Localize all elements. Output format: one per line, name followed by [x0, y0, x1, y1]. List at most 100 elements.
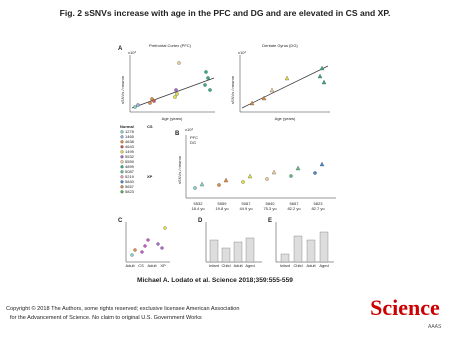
x-label: Age (years) — [275, 116, 296, 121]
axis — [129, 55, 215, 113]
legend-id: 5657 — [125, 184, 135, 189]
category: Child — [221, 263, 230, 268]
trend — [131, 77, 215, 109]
sample-id: 5532 — [194, 201, 204, 206]
legend-swatch — [120, 185, 124, 189]
sample-age: 44.9 yo — [239, 206, 253, 211]
dot — [289, 174, 293, 178]
sample-id: 5823 — [314, 201, 324, 206]
sample-id: 5657 — [290, 201, 300, 206]
sample-id: 5087 — [242, 201, 252, 206]
dot — [223, 177, 229, 183]
citation: Michael A. Lodato et al. Science 2018;35… — [137, 277, 293, 284]
category: Adult — [233, 263, 243, 268]
legend-id: 5559 — [125, 159, 135, 164]
category: Aged — [319, 263, 328, 268]
sample-age: 82.2 yo — [287, 206, 301, 211]
legend-id: 5532 — [125, 154, 135, 159]
axis — [125, 222, 170, 263]
title: Fig. 2 sSNVs increase with age in the PF… — [60, 8, 391, 18]
legend-swatch — [120, 140, 124, 144]
legend-swatch — [120, 180, 124, 184]
dot — [247, 173, 253, 179]
sample-age: 75.3 yo — [263, 206, 277, 211]
legend-swatch — [120, 190, 124, 194]
legend-swatch — [120, 160, 124, 164]
x-label: Age (years) — [162, 116, 183, 121]
sample-age: 18.4 yo — [191, 206, 205, 211]
dot — [193, 186, 197, 190]
panel-label: B — [175, 131, 180, 137]
legend-id: 5823 — [125, 189, 135, 194]
y-label: sSNVs / neuron — [120, 76, 125, 104]
legend: 1278146546384643149955325559489950875219… — [120, 129, 135, 194]
scale: x10³ — [128, 50, 136, 55]
legend-swatch — [120, 175, 124, 179]
legend-swatch — [120, 145, 124, 149]
legend-id: 5219 — [125, 174, 135, 179]
category: Adult — [306, 263, 316, 268]
dot — [271, 169, 277, 175]
logo-org: AAAS — [428, 324, 442, 330]
legend-id: 1465 — [125, 134, 135, 139]
dot — [217, 183, 221, 187]
dot — [265, 177, 269, 181]
legend-text: DG — [190, 140, 196, 145]
y-label: sSNVs / neuron — [177, 156, 182, 184]
dot — [319, 161, 325, 167]
dot — [241, 180, 245, 184]
copyright: Copyright © 2018 The Authors, some right… — [6, 305, 239, 312]
logo: Science — [370, 295, 440, 320]
category: XP — [160, 263, 166, 268]
categories: Adult CS Adult XP Infant Child Adult Aged Infant… — [125, 263, 328, 268]
legend-swatch — [120, 165, 124, 169]
axis — [185, 135, 336, 199]
bars — [209, 231, 329, 263]
legend-id: 1278 — [125, 129, 135, 134]
panel-label: E — [268, 218, 272, 224]
category: Adult — [125, 263, 135, 268]
sample-age: 82.7 yo — [311, 206, 325, 211]
dot — [313, 171, 317, 175]
panel-title: Dentate Gyrus (DG) — [262, 43, 298, 48]
sample-id: 5559 — [218, 201, 228, 206]
dot — [295, 165, 301, 171]
legend-id: 5840 — [125, 179, 135, 184]
legend-swatch — [120, 130, 124, 134]
copyright: for the Advancement of Science. No claim… — [10, 315, 202, 321]
legend-id: 1499 — [125, 149, 135, 154]
panel-label: C — [118, 218, 123, 224]
category: Infant — [280, 263, 291, 268]
panel-label: D — [198, 218, 203, 224]
legend-id: 4638 — [125, 139, 135, 144]
legend-id: 4643 — [125, 144, 135, 149]
sample-age: 19.8 yo — [215, 206, 229, 211]
category: Aged — [245, 263, 254, 268]
legend-heading: XP — [147, 174, 153, 179]
scale: x10³ — [185, 127, 193, 132]
scale: x10³ — [238, 50, 246, 55]
legend-heading: Normal — [120, 124, 134, 129]
legend-id: 4899 — [125, 164, 135, 169]
sample-id: 5840 — [266, 201, 276, 206]
category: CS — [138, 263, 144, 268]
legend-swatch — [120, 135, 124, 139]
axis — [239, 55, 330, 113]
dots — [130, 226, 167, 257]
legend-id: 5087 — [125, 169, 135, 174]
legend-swatch — [120, 170, 124, 174]
category: Child — [293, 263, 302, 268]
y-label: sSNVs / neuron — [230, 76, 235, 104]
legend-heading: CS — [147, 124, 153, 129]
legend-swatch — [120, 150, 124, 154]
category: Infant — [209, 263, 220, 268]
category: Adult — [147, 263, 157, 268]
legend-swatch — [120, 155, 124, 159]
trend — [241, 65, 329, 109]
dots — [133, 61, 327, 109]
axis — [205, 222, 262, 263]
panel-title: Prefrontal Cortex (PFC) — [149, 43, 192, 48]
